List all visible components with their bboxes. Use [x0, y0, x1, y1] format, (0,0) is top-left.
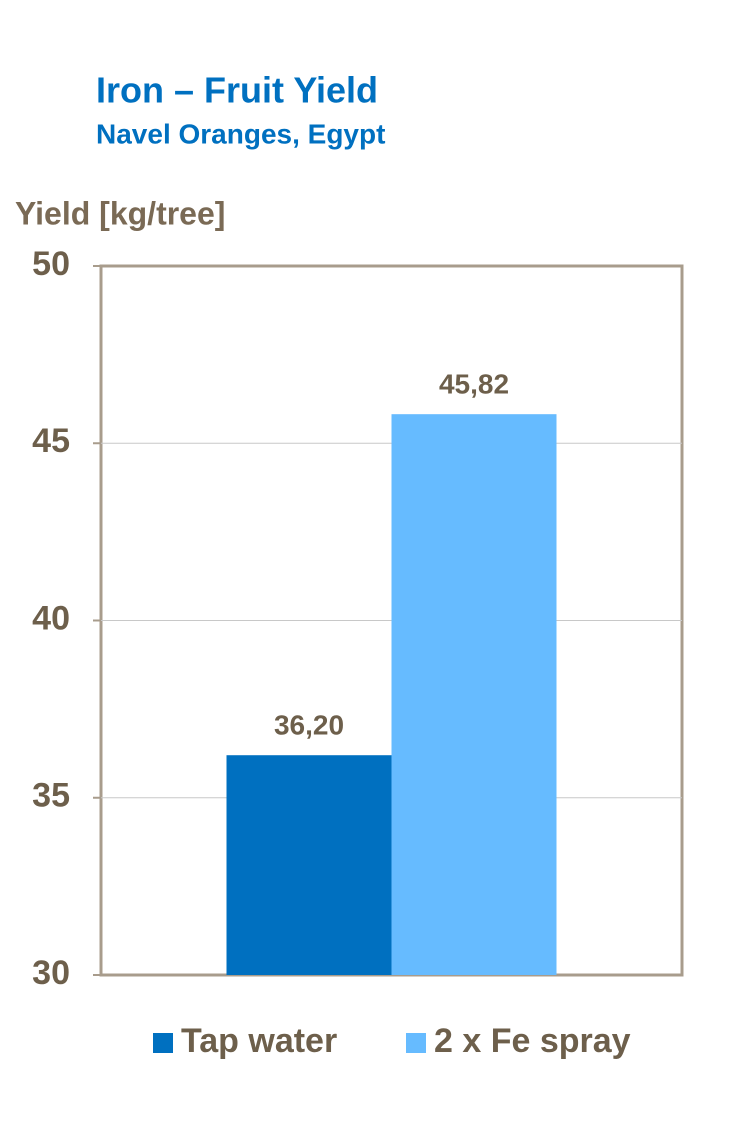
- y-tick-label: 45: [32, 422, 70, 460]
- value-label: 36,20: [274, 710, 344, 741]
- legend-swatch: [153, 1033, 173, 1053]
- y-tick-label: 40: [32, 599, 70, 637]
- bar: [391, 414, 557, 975]
- chart-subtitle: Navel Oranges, Egypt: [96, 118, 385, 149]
- legend-label: Tap water: [181, 1022, 337, 1060]
- y-tick-label: 30: [32, 954, 70, 992]
- chart-title: Iron – Fruit Yield: [96, 70, 378, 111]
- bar: [226, 755, 392, 975]
- y-tick-label: 35: [32, 777, 70, 815]
- y-axis-label: Yield [kg/tree]: [15, 195, 225, 231]
- y-tick-label: 50: [32, 245, 70, 283]
- legend-label: 2 x Fe spray: [434, 1022, 631, 1060]
- legend-swatch: [406, 1033, 426, 1053]
- value-label: 45,82: [439, 369, 509, 400]
